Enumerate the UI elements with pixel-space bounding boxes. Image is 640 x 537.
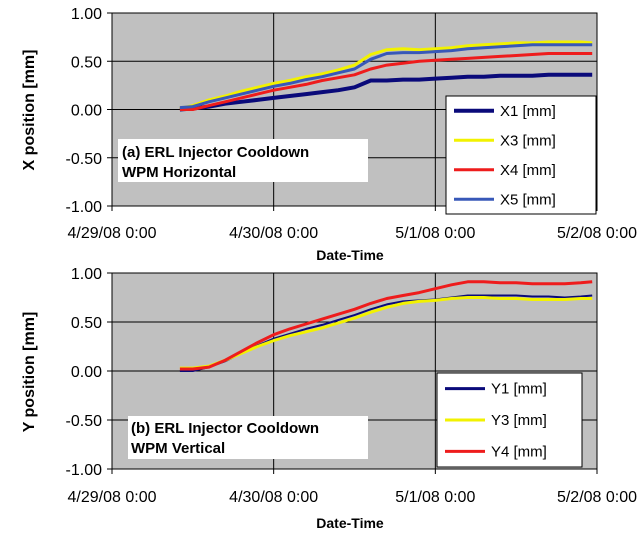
- annotation-box: [128, 416, 368, 459]
- y-tick-label: -1.00: [66, 462, 103, 479]
- annotation-line-1: (b) ERL Injector Cooldown: [131, 420, 319, 437]
- chart-panel-b: -1.00 -0.50 0.00 0.50 1.00 4/29/08 0:00 4/30/…: [21, 266, 637, 531]
- series-line-y4: [179, 280, 593, 371]
- series-group: [179, 280, 593, 372]
- x-tick-label: 4/30/08 0:00: [229, 489, 318, 506]
- series-line-x4: [179, 52, 593, 111]
- annotation-line-2: WPM Vertical: [131, 440, 225, 457]
- annotation: (a) ERL Injector Cooldown WPM Horizontal: [118, 139, 368, 182]
- x-tick-label: 4/30/08 0:00: [229, 225, 318, 242]
- y-tick-label: 1.00: [71, 266, 102, 283]
- y-tick-label: 0.00: [71, 364, 102, 381]
- x-tick-label: 5/1/08 0:00: [395, 489, 475, 506]
- y-tick-label: 0.50: [71, 54, 102, 71]
- x-tick-label: 5/1/08 0:00: [395, 225, 475, 242]
- annotation-line-2: WPM Horizontal: [122, 164, 236, 181]
- x-tick-label: 5/2/08 0:00: [557, 225, 637, 242]
- y-tick-label: -0.50: [66, 413, 103, 430]
- legend: Y1 [mm] Y3 [mm] Y4 [mm]: [436, 372, 583, 468]
- chart-panel-a: -1.00 -0.50 0.00 0.50 1.00 4/29/08 0:00 4/30/…: [21, 6, 637, 263]
- y-tick-label: 1.00: [71, 6, 102, 23]
- y-ticks: -1.00 -0.50 0.00 0.50 1.00: [66, 6, 112, 216]
- y-tick-label: -0.50: [66, 151, 103, 168]
- x-ticks: 4/29/08 0:00 4/30/08 0:00 5/1/08 0:00 5/2/0…: [68, 469, 637, 506]
- legend-items: X1 [mm] X3 [mm] X4 [mm] X5 [mm]: [454, 103, 556, 208]
- x-ticks: 4/29/08 0:00 4/30/08 0:00 5/1/08 0:00 5/2/0…: [68, 206, 637, 242]
- series-line-x1: [179, 72, 593, 112]
- legend-label: Y4 [mm]: [491, 443, 547, 460]
- y-axis-label: Y position [mm]: [21, 312, 38, 433]
- x-axis-label: Date-Time: [316, 515, 384, 531]
- x-axis-label: Date-Time: [316, 247, 384, 263]
- y-tick-label: -1.00: [66, 199, 103, 216]
- y-ticks: -1.00 -0.50 0.00 0.50 1.00: [66, 266, 112, 479]
- y-tick-label: 0.00: [71, 103, 102, 120]
- legend-label: X5 [mm]: [500, 191, 556, 208]
- annotation-line-1: (a) ERL Injector Cooldown: [122, 144, 309, 161]
- annotation: (b) ERL Injector Cooldown WPM Vertical: [128, 416, 368, 459]
- legend-label: X1 [mm]: [500, 103, 556, 120]
- series-line-y3: [179, 296, 593, 370]
- legend-label: X3 [mm]: [500, 132, 556, 149]
- annotation-box: [118, 139, 368, 182]
- series-line-x5: [179, 43, 593, 110]
- y-tick-label: 0.50: [71, 315, 102, 332]
- series-line-x3: [179, 40, 593, 110]
- series-group: [179, 40, 593, 112]
- x-tick-label: 5/2/08 0:00: [557, 489, 637, 506]
- legend-label: X4 [mm]: [500, 162, 556, 179]
- x-tick-label: 4/29/08 0:00: [68, 489, 157, 506]
- legend: X1 [mm] X3 [mm] X4 [mm] X5 [mm]: [445, 95, 597, 215]
- legend-box: [445, 95, 597, 215]
- legend-label: Y3 [mm]: [491, 412, 547, 429]
- y-axis-label: X position [mm]: [21, 50, 38, 171]
- x-tick-label: 4/29/08 0:00: [68, 225, 157, 242]
- legend-items: Y1 [mm] Y3 [mm] Y4 [mm]: [445, 381, 547, 460]
- legend-label: Y1 [mm]: [491, 381, 547, 398]
